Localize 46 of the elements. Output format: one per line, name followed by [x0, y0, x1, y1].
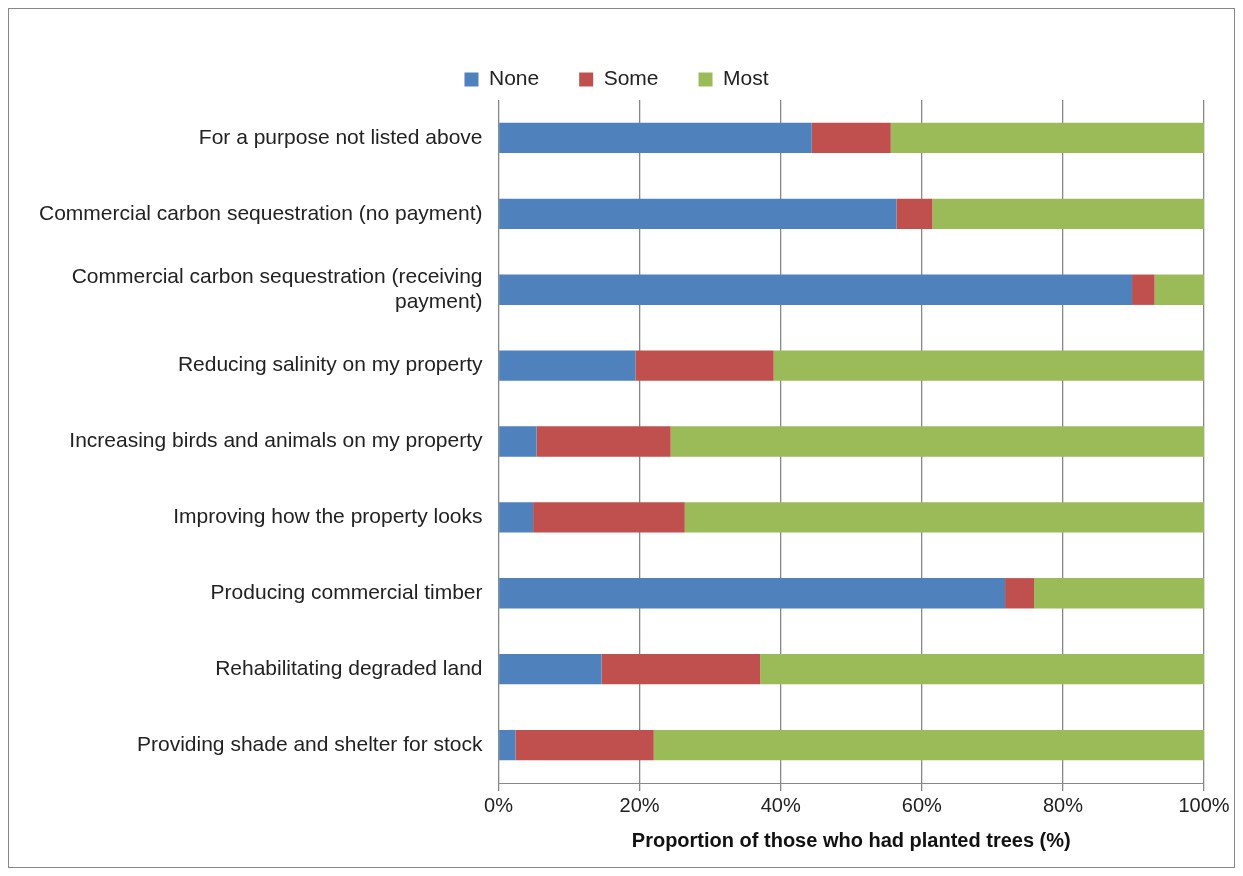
bar	[601, 653, 761, 685]
bar	[499, 653, 602, 685]
bar	[890, 122, 1204, 154]
bar	[811, 122, 891, 154]
bar	[499, 122, 812, 154]
bar	[1033, 578, 1204, 609]
bar	[515, 729, 654, 761]
bar	[499, 729, 516, 761]
bar	[896, 198, 933, 230]
bar	[1132, 274, 1155, 305]
bar	[499, 198, 897, 230]
bar	[499, 426, 537, 457]
bar	[670, 426, 1204, 457]
bar	[773, 350, 1204, 381]
y-tick-label: Reducing salinity on my property	[177, 352, 484, 376]
y-tick-label: Improving how the property looks	[173, 504, 483, 528]
x-tick-label: 20%	[619, 793, 660, 816]
bar	[635, 350, 774, 381]
x-tick-label: 0%	[484, 793, 514, 816]
legend-label: Most	[723, 66, 769, 90]
bar	[499, 350, 636, 381]
bar	[499, 502, 534, 533]
legend-label: None	[488, 66, 540, 90]
legend-label: Some	[603, 66, 659, 90]
y-tick-label: Commercial carbon sequestration (receiving payment)	[71, 263, 483, 313]
y-tick-label: Commercial carbon sequestration (no payment)	[38, 200, 483, 224]
bar	[1005, 578, 1034, 609]
y-tick-label: Producing commercial timber	[210, 580, 483, 604]
bar	[499, 274, 1133, 305]
y-tick-label: For a purpose not listed above	[198, 124, 483, 148]
bar	[760, 653, 1204, 685]
bar	[684, 502, 1204, 533]
bar	[533, 502, 685, 533]
x-tick-label: 60%	[901, 793, 943, 816]
bar	[536, 426, 671, 457]
bar	[499, 578, 1006, 609]
x-axis-title: Proportion of those who had planted trees (%)	[631, 828, 1071, 851]
bar	[1154, 274, 1204, 305]
x-tick-label: 100%	[1178, 793, 1230, 816]
y-tick-label: Increasing birds and animals on my property	[69, 428, 484, 452]
y-tick-label: Rehabilitating degraded land	[215, 655, 483, 679]
y-tick-label: Providing shade and shelter for stock	[137, 731, 484, 755]
x-tick-label: 80%	[1042, 793, 1084, 816]
bar	[653, 729, 1204, 761]
x-tick-label: 40%	[760, 793, 801, 816]
bar	[932, 198, 1204, 230]
